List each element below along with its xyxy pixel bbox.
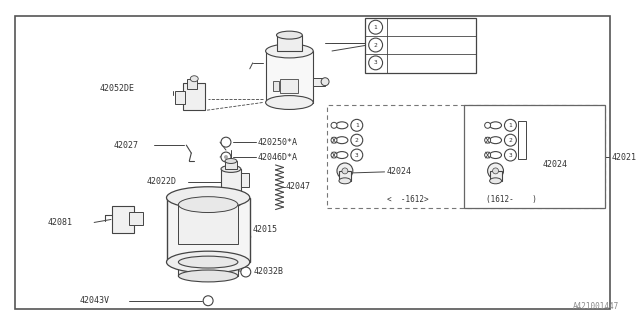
Circle shape [342, 168, 348, 174]
Bar [112, 205, 134, 233]
Ellipse shape [225, 158, 237, 164]
Bar [339, 171, 351, 181]
Text: 420250*A: 420250*A [258, 138, 298, 147]
Ellipse shape [166, 187, 250, 209]
Ellipse shape [190, 76, 198, 82]
Ellipse shape [490, 137, 502, 144]
Ellipse shape [179, 270, 238, 282]
Text: 420250*C: 420250*C [390, 41, 429, 50]
Text: 42032B: 42032B [253, 268, 284, 276]
Bar [166, 198, 250, 262]
Bar [280, 79, 298, 92]
Circle shape [369, 20, 383, 34]
Circle shape [484, 152, 491, 158]
Circle shape [203, 296, 213, 306]
Ellipse shape [266, 96, 313, 109]
Ellipse shape [490, 178, 502, 184]
Bar [490, 171, 502, 181]
Circle shape [493, 168, 499, 174]
Ellipse shape [221, 165, 241, 172]
Text: 42022D: 42022D [147, 177, 177, 186]
Circle shape [221, 137, 231, 147]
Bar [518, 121, 526, 159]
Ellipse shape [336, 137, 348, 144]
Text: 3: 3 [374, 60, 378, 65]
Text: 42052DE: 42052DE [99, 84, 134, 93]
Text: 42052DD: 42052DD [369, 38, 404, 48]
Ellipse shape [339, 178, 351, 184]
Circle shape [241, 267, 251, 277]
Text: 1: 1 [355, 123, 358, 128]
Text: 3: 3 [509, 153, 512, 157]
Bar [225, 161, 237, 169]
Text: 42043V: 42043V [79, 296, 109, 305]
Text: <  -1612>: < -1612> [387, 195, 428, 204]
Circle shape [224, 155, 228, 159]
Text: 42015: 42015 [253, 225, 278, 234]
Bar [266, 51, 313, 102]
Text: 42027: 42027 [114, 140, 139, 150]
Bar [276, 35, 302, 51]
Bar [241, 173, 249, 187]
Bar [188, 79, 197, 89]
Text: 42081: 42081 [47, 218, 72, 227]
Circle shape [488, 163, 504, 179]
Circle shape [369, 56, 383, 70]
Circle shape [221, 152, 231, 162]
Ellipse shape [221, 200, 241, 207]
Text: 3: 3 [355, 153, 358, 157]
Circle shape [351, 149, 363, 161]
Circle shape [369, 38, 383, 52]
Text: 1: 1 [374, 25, 378, 30]
Ellipse shape [179, 197, 238, 212]
Ellipse shape [166, 251, 250, 273]
Bar [365, 18, 476, 73]
Ellipse shape [336, 122, 348, 129]
Text: 2: 2 [355, 138, 358, 143]
Ellipse shape [321, 78, 329, 86]
Text: (1612-    ): (1612- ) [486, 195, 536, 204]
Bar [273, 81, 278, 91]
Text: 42046D*B: 42046D*B [390, 58, 429, 68]
Circle shape [351, 134, 363, 146]
Bar [179, 262, 238, 276]
Text: 420250*B: 420250*B [390, 23, 429, 32]
Text: 42021: 42021 [611, 153, 637, 162]
Bar [327, 106, 605, 208]
Ellipse shape [276, 31, 302, 39]
Text: 2: 2 [509, 138, 512, 143]
Ellipse shape [179, 256, 238, 268]
Bar [175, 91, 186, 105]
Text: 42052DD: 42052DD [367, 36, 402, 45]
Circle shape [331, 137, 337, 143]
Ellipse shape [266, 44, 313, 58]
Bar [313, 78, 325, 86]
Circle shape [484, 137, 491, 143]
Circle shape [331, 122, 337, 128]
Bar [179, 204, 238, 244]
Text: 42024: 42024 [387, 167, 412, 176]
Circle shape [337, 163, 353, 179]
Text: A421001447: A421001447 [573, 302, 620, 311]
Circle shape [351, 119, 363, 131]
Text: 42024: 42024 [542, 160, 567, 170]
Text: 42047: 42047 [285, 182, 310, 191]
Text: 1: 1 [509, 123, 512, 128]
Ellipse shape [490, 122, 502, 129]
Circle shape [504, 119, 516, 131]
Circle shape [331, 152, 337, 158]
Circle shape [504, 134, 516, 146]
Bar [221, 169, 241, 204]
Ellipse shape [336, 152, 348, 158]
Bar [183, 83, 205, 110]
Bar [464, 106, 605, 208]
Text: 42046D*A: 42046D*A [258, 153, 298, 162]
Text: 2: 2 [374, 43, 378, 48]
Ellipse shape [490, 152, 502, 158]
Circle shape [504, 149, 516, 161]
Circle shape [484, 122, 491, 128]
Bar [129, 212, 143, 225]
